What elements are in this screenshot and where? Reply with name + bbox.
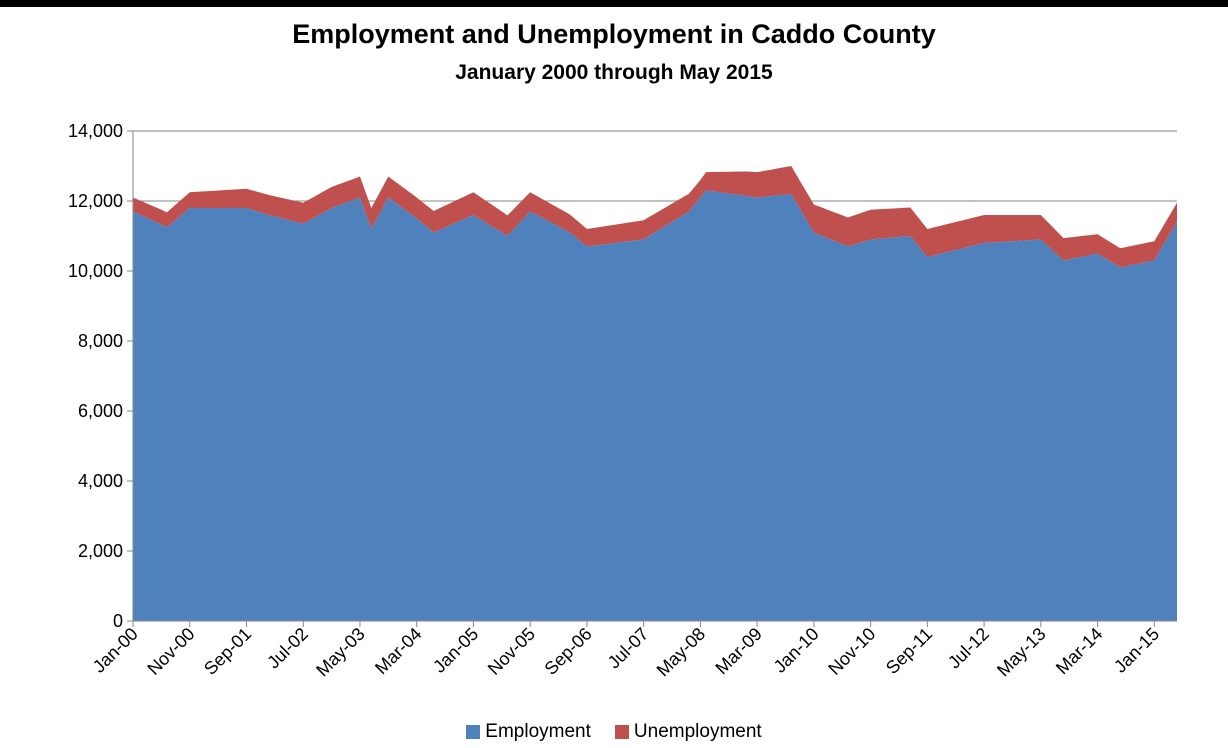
x-tick-label: Nov-00 — [143, 624, 198, 679]
y-tick-label: 8,000 — [78, 331, 123, 351]
legend-label-employment: Employment — [485, 721, 591, 742]
legend-swatch-unemployment — [614, 725, 629, 739]
y-tick-label: 12,000 — [68, 191, 123, 211]
x-tick-label: Nov-05 — [484, 624, 539, 679]
legend-swatch-employment — [466, 725, 481, 739]
x-tick-label: May-03 — [312, 624, 369, 681]
chart-legend: Employment Unemployment — [0, 719, 1228, 745]
y-tick-label: 2,000 — [78, 541, 123, 561]
employment-area — [133, 190, 1177, 621]
x-tick-label: Sep-06 — [541, 624, 596, 679]
x-tick-label: May-08 — [653, 624, 710, 681]
y-tick-label: 6,000 — [78, 401, 123, 421]
legend-item-unemployment: Unemployment — [614, 719, 762, 745]
unemployment-area — [133, 166, 1177, 268]
chart-title: Employment and Unemployment in Caddo Cou… — [292, 19, 936, 49]
x-tick-label: Jan-00 — [89, 624, 142, 677]
x-tick-label: Jan-10 — [770, 624, 823, 677]
top-rule — [0, 0, 1228, 7]
x-tick-label: Jan-05 — [429, 624, 482, 677]
x-tick-label: Sep-01 — [200, 624, 255, 679]
x-tick-label: Sep-11 — [882, 624, 936, 678]
y-tick-label: 0 — [113, 611, 123, 631]
x-tick-label: Nov-10 — [824, 624, 879, 679]
x-tick-label: May-13 — [993, 624, 1050, 681]
x-tick-label: Jul-07 — [604, 624, 653, 673]
x-tick-label: Mar-09 — [712, 624, 766, 678]
legend-item-employment: Employment — [466, 719, 591, 745]
x-tick-label: Mar-04 — [371, 624, 425, 678]
y-tick-label: 4,000 — [78, 471, 123, 491]
chart-subtitle: January 2000 through May 2015 — [455, 61, 773, 84]
x-tick-label: Jul-12 — [944, 624, 993, 673]
y-tick-label: 10,000 — [68, 261, 123, 281]
x-tick-label: Mar-14 — [1052, 624, 1106, 678]
x-tick-label: Jan-15 — [1110, 624, 1163, 677]
legend-label-unemployment: Unemployment — [633, 721, 762, 742]
y-tick-label: 14,000 — [68, 121, 123, 141]
x-tick-label: Jul-02 — [263, 624, 312, 673]
